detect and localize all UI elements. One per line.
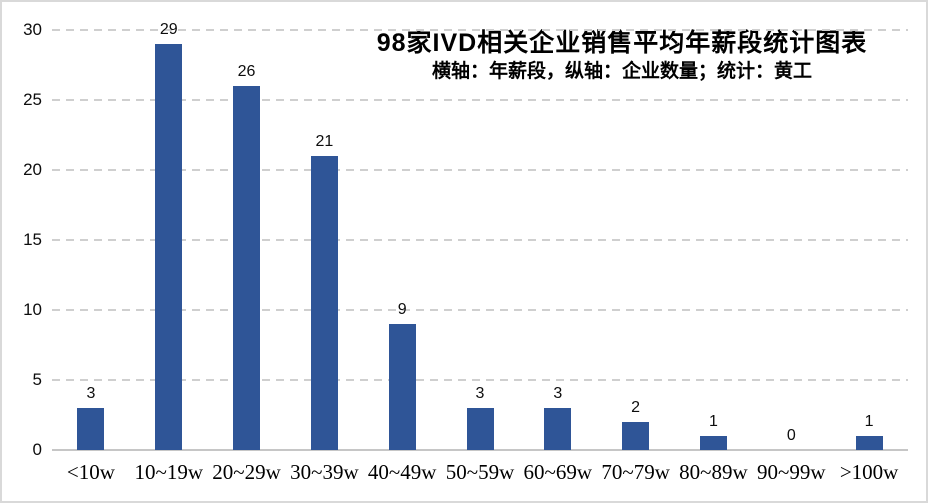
bar [233,86,261,450]
gridline [52,239,908,241]
gridline [52,169,908,171]
x-axis-category-label: 50~59w [445,460,515,484]
y-axis-tick-label: 20 [23,160,42,179]
bar [466,408,494,450]
gridline [52,29,908,31]
chart-header: 98家IVD相关企业销售平均年薪段统计图表 横轴：年薪段，纵轴：企业数量；统计：… [314,28,926,84]
bar-value-label: 1 [709,413,718,430]
bar-value-label: 9 [397,301,407,318]
bar-value-label: 3 [86,385,96,402]
y-axis-tick-label: 15 [23,230,42,249]
gridline [52,99,908,101]
y-axis-tick-label: 10 [23,300,42,319]
x-axis-category-label: 80~89w [679,460,748,484]
bar-value-label: 1 [864,413,874,430]
bar [77,408,105,450]
bar [699,436,727,450]
bar-value-label: 2 [631,399,641,416]
bar [544,408,572,450]
bar-value-label: 26 [237,63,256,80]
gridline [52,379,908,381]
bar-value-label: 3 [553,385,563,402]
x-axis-category-label: 30~39w [290,460,359,484]
y-axis-tick-label: 5 [32,370,42,389]
y-axis-tick-label: 30 [23,20,42,39]
bar-value-label: 21 [315,133,334,150]
x-axis-category-label: 60~69w [523,460,593,484]
x-axis-category-label: 20~29w [212,460,281,484]
x-axis-category-label: 90~99w [757,460,826,484]
x-axis-category-label: 10~19w [134,460,203,484]
x-axis-line [52,449,908,451]
y-axis-tick-label: 25 [23,90,42,109]
x-axis-category-label: >100w [839,460,899,484]
bar [155,44,183,450]
x-axis-category-label: 40~49w [367,460,437,484]
x-axis-category-label: 70~79w [601,460,670,484]
y-axis-tick-label: 0 [32,440,42,459]
gridline [52,309,908,311]
chart-subtitle: 横轴：年薪段，纵轴：企业数量；统计：黄工 [431,61,812,82]
bar [622,422,650,450]
bar-value-label: 3 [475,385,485,402]
x-axis-category-label: <10w [66,460,115,484]
bar-value-label: 0 [786,427,796,444]
chart-title: 98家IVD相关企业销售平均年薪段统计图表 [376,29,868,57]
bar-value-label: 29 [159,21,178,38]
bar [855,436,883,450]
bar [310,156,338,450]
bar [388,324,416,450]
